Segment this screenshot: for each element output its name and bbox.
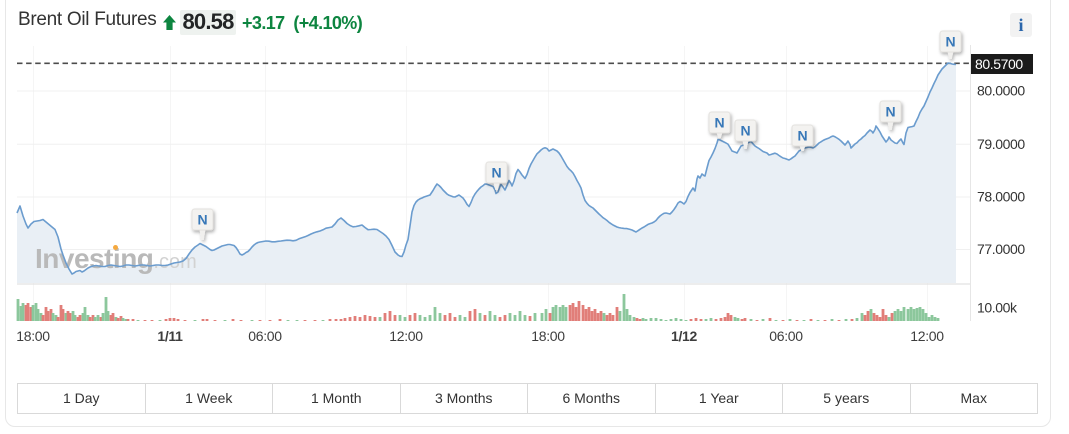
svg-text:10.00k: 10.00k — [977, 300, 1018, 316]
svg-text:1/12: 1/12 — [671, 328, 698, 344]
svg-text:80.0000: 80.0000 — [977, 83, 1025, 99]
svg-text:N: N — [885, 104, 895, 120]
svg-text:N: N — [491, 165, 501, 181]
svg-text:06:00: 06:00 — [769, 328, 803, 344]
svg-text:12:00: 12:00 — [389, 328, 423, 344]
svg-text:N: N — [945, 34, 955, 50]
svg-text:N: N — [197, 212, 207, 228]
svg-text:N: N — [714, 115, 724, 131]
svg-text:N: N — [740, 123, 750, 139]
svg-text:78.0000: 78.0000 — [977, 189, 1025, 205]
svg-text:N: N — [797, 128, 807, 144]
svg-text:12:00: 12:00 — [910, 328, 944, 344]
svg-text:18:00: 18:00 — [531, 328, 565, 344]
svg-text:77.0000: 77.0000 — [977, 241, 1025, 257]
svg-text:18:00: 18:00 — [16, 328, 50, 344]
svg-text:79.0000: 79.0000 — [977, 136, 1025, 152]
svg-text:80.5700: 80.5700 — [975, 56, 1023, 72]
svg-text:06:00: 06:00 — [248, 328, 282, 344]
svg-text:1/11: 1/11 — [157, 328, 183, 344]
